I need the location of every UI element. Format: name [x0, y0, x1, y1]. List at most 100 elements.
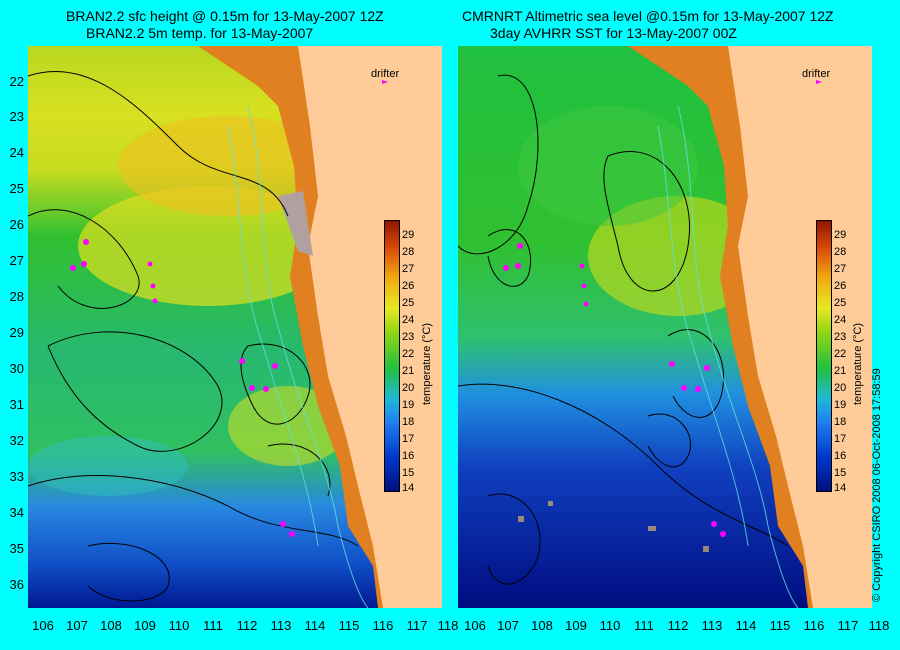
cbar-tick: 18 — [834, 416, 847, 428]
lon-label: 117 — [406, 618, 428, 633]
lat-label: 27 — [9, 253, 24, 268]
cbar-tick: 20 — [834, 382, 847, 394]
right-title-line2: 3day AVHRR SST for 13-May-2007 00Z — [490, 25, 737, 41]
cbar-tick: 29 — [834, 229, 847, 241]
drifter-label-left: drifter — [371, 68, 400, 80]
right-title-line1: CMRNRT Altimetric sea level @0.15m for 1… — [462, 8, 834, 24]
cbar-tick: 28 — [834, 246, 847, 258]
cbar-tick: 23 — [834, 331, 847, 343]
shark-bay — [278, 191, 313, 256]
cbar-tick: 27 — [402, 263, 415, 275]
cloud-mask-pixels — [518, 501, 709, 552]
cbar-tick: 24 — [402, 314, 415, 326]
cbar-tick: 16 — [834, 450, 847, 462]
cbar-tick: 29 — [402, 229, 415, 241]
left-title-line1: BRAN2.2 sfc height @ 0.15m for 13-May-20… — [66, 8, 384, 24]
cbar-tick: 19 — [834, 399, 847, 411]
cbar-tick: 17 — [402, 433, 415, 445]
land-mask — [298, 46, 442, 608]
colorbar-title: temperature (°C) — [421, 322, 433, 405]
colorbar-gradient — [384, 220, 400, 492]
lat-label: 24 — [9, 145, 24, 160]
lon-label: 112 — [667, 618, 689, 633]
cbar-tick: 22 — [402, 348, 415, 360]
cbar-tick: 20 — [402, 382, 415, 394]
lon-label: 113 — [701, 618, 723, 633]
right-map-panel[interactable] — [458, 46, 872, 608]
cbar-tick: 19 — [402, 399, 415, 411]
lat-label: 35 — [9, 541, 24, 556]
left-sst-map — [28, 46, 442, 608]
lat-label: 31 — [9, 397, 24, 412]
lon-label: 113 — [270, 618, 292, 633]
cbar-tick: 21 — [834, 365, 847, 377]
drifter-tracks — [70, 80, 388, 537]
cbar-tick: 26 — [402, 280, 415, 292]
lat-label: 36 — [9, 577, 24, 592]
lon-label: 111 — [203, 618, 223, 633]
right-title: CMRNRT Altimetric sea level @0.15m for 1… — [462, 8, 834, 42]
left-title: BRAN2.2 sfc height @ 0.15m for 13-May-20… — [66, 8, 384, 42]
lon-label: 106 — [464, 618, 486, 633]
lat-label: 23 — [9, 109, 24, 124]
sea-height-contours — [458, 74, 789, 585]
lon-label: 107 — [66, 618, 88, 633]
lon-label: 114 — [304, 618, 326, 633]
lat-label: 26 — [9, 217, 24, 232]
left-map-panel[interactable] — [28, 46, 442, 608]
cbar-tick: 17 — [834, 433, 847, 445]
lon-label: 118 — [437, 618, 459, 633]
cbar-tick: 28 — [402, 246, 415, 258]
lon-label: 109 — [565, 618, 587, 633]
cbar-tick: 22 — [834, 348, 847, 360]
cbar-tick: 25 — [834, 297, 847, 309]
cbar-tick: 23 — [402, 331, 415, 343]
cbar-tick: 25 — [402, 297, 415, 309]
lon-label: 112 — [236, 618, 258, 633]
lat-label: 22 — [9, 74, 24, 89]
colorbar-gradient — [816, 220, 832, 492]
lat-label: 29 — [9, 325, 24, 340]
lon-label: 116 — [372, 618, 394, 633]
cbar-tick: 14 — [834, 482, 847, 494]
lon-label: 108 — [531, 618, 553, 633]
lon-label: 109 — [134, 618, 156, 633]
lat-label: 25 — [9, 181, 24, 196]
bathymetry-lines — [657, 105, 799, 608]
bathymetry-lines — [227, 105, 369, 608]
land-mask — [728, 46, 872, 608]
cbar-tick: 15 — [834, 467, 847, 479]
lon-label: 115 — [769, 618, 791, 633]
lon-label: 116 — [803, 618, 825, 633]
lon-label: 110 — [168, 618, 190, 633]
lon-label: 110 — [599, 618, 621, 633]
cbar-tick: 14 — [402, 482, 415, 494]
lat-label: 28 — [9, 289, 24, 304]
cbar-tick: 24 — [834, 314, 847, 326]
cbar-tick: 16 — [402, 450, 415, 462]
lon-label: 115 — [338, 618, 360, 633]
right-sst-map — [458, 46, 872, 608]
drifter-label-right: drifter — [802, 68, 831, 80]
lat-label: 33 — [9, 469, 24, 484]
lon-label: 118 — [868, 618, 890, 633]
lon-label: 111 — [634, 618, 654, 633]
lat-label: 32 — [9, 433, 24, 448]
lat-label: 30 — [9, 361, 24, 376]
copyright-text: © Copyright CSIRO 2008 06-Oct-2008 17:58… — [871, 368, 883, 602]
lat-label: 34 — [9, 505, 24, 520]
sea-height-contours — [28, 70, 359, 602]
cbar-tick: 27 — [834, 263, 847, 275]
lon-label: 114 — [735, 618, 757, 633]
cbar-tick: 18 — [402, 416, 415, 428]
colorbar-title: temperature (°C) — [852, 322, 864, 405]
left-title-line2: BRAN2.2 5m temp. for 13-May-2007 — [86, 25, 314, 41]
cbar-tick: 15 — [402, 467, 415, 479]
lon-label: 107 — [497, 618, 519, 633]
cbar-tick: 26 — [834, 280, 847, 292]
cbar-tick: 21 — [402, 365, 415, 377]
lon-label: 108 — [100, 618, 122, 633]
lon-label: 106 — [32, 618, 54, 633]
drifter-tracks — [503, 80, 822, 537]
lon-label: 117 — [837, 618, 859, 633]
